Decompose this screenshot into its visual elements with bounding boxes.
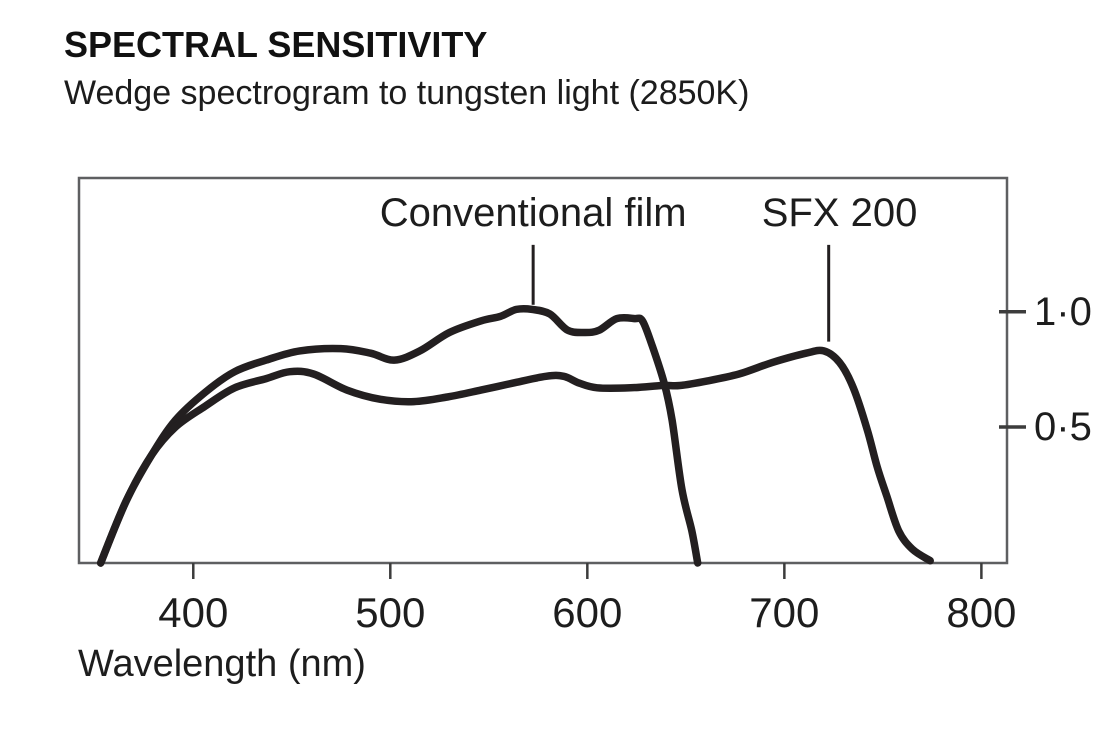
plot-frame (77, 176, 1009, 565)
conventional-film-curve (96, 304, 702, 567)
page-title: SPECTRAL SENSITIVITY (64, 24, 488, 65)
x-axis-label: Wavelength (nm) (78, 643, 366, 685)
sfx-200-curve (96, 346, 934, 567)
page-subtitle: Wedge spectrogram to tungsten light (285… (64, 74, 750, 112)
